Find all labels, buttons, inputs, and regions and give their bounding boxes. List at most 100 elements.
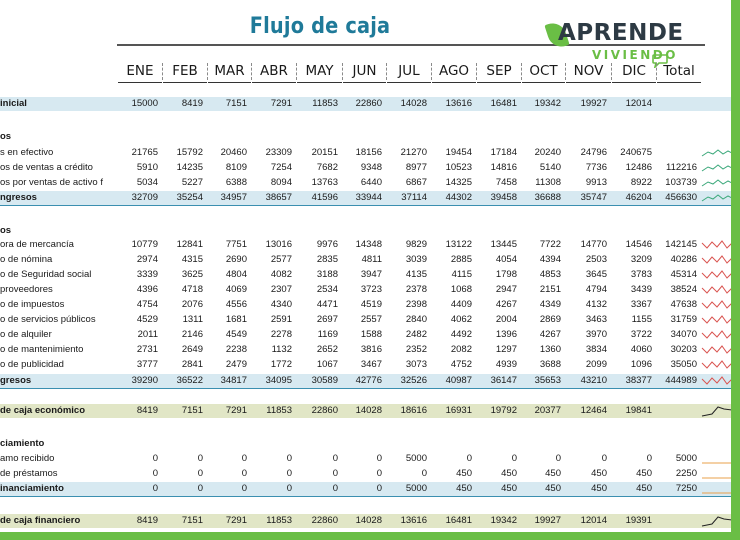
cell-nov[interactable]: 3970 (585, 329, 607, 340)
cell-mar[interactable]: 4804 (225, 269, 247, 280)
cell-jun[interactable]: 18156 (355, 147, 382, 158)
cell-sep[interactable]: 4939 (495, 359, 517, 370)
cell-may[interactable]: 1169 (317, 329, 338, 340)
cell-nov[interactable]: 0 (601, 453, 607, 464)
cell-jul[interactable]: 9829 (405, 239, 427, 250)
cell-sep[interactable]: 4267 (495, 299, 517, 310)
column-header-jul[interactable]: JUL (387, 61, 431, 83)
cell-total[interactable] (657, 404, 697, 418)
cell-total[interactable]: 444989 (665, 375, 697, 386)
cell-jul[interactable]: 8977 (405, 162, 427, 173)
cell-feb[interactable]: 35254 (176, 192, 203, 203)
cell-dic[interactable]: 14546 (625, 239, 652, 250)
cell-total[interactable]: 35050 (670, 359, 697, 370)
column-header-feb[interactable]: FEB (163, 61, 207, 83)
cell-jul[interactable]: 5000 (405, 453, 427, 464)
cell-mar[interactable]: 4556 (225, 299, 247, 310)
cell-ago[interactable]: 1068 (450, 284, 472, 295)
cell-ene[interactable]: 0 (152, 483, 158, 494)
cell-mar[interactable]: 7751 (225, 239, 247, 250)
cell-ene[interactable]: 21765 (131, 147, 158, 158)
cell-jun[interactable]: 0 (376, 483, 382, 494)
cell-sep[interactable]: 4054 (495, 254, 517, 265)
cell-ene[interactable]: 4396 (136, 284, 158, 295)
cell-feb[interactable]: 8419 (181, 98, 203, 109)
cell-dic[interactable]: 19391 (625, 515, 652, 526)
cell-ago[interactable]: 13122 (445, 239, 472, 250)
cell-mar[interactable]: 1681 (225, 314, 247, 325)
cell-nov[interactable]: 9913 (585, 177, 607, 188)
row-activo[interactable]: os por ventas de activo f 5034 5227 6388 809… (0, 176, 731, 190)
cell-abr[interactable]: 38657 (265, 192, 292, 203)
cell-dic[interactable]: 3209 (630, 254, 652, 265)
cell-sep[interactable]: 7458 (495, 177, 517, 188)
cell-abr[interactable]: 34095 (265, 375, 292, 386)
cell-oct[interactable]: 4349 (539, 299, 561, 310)
cell-mar[interactable]: 34957 (220, 192, 247, 203)
cell-feb[interactable]: 36522 (176, 375, 203, 386)
cell-dic[interactable]: 4060 (630, 344, 652, 355)
cell-feb[interactable]: 0 (197, 483, 203, 494)
cell-dic[interactable]: 38377 (625, 375, 652, 386)
cell-ago[interactable]: 4492 (450, 329, 472, 340)
cell-abr[interactable]: 7291 (270, 98, 292, 109)
row-saldo[interactable]: inicial 15000 8419 7151 7291 11853 22860 14028 1… (0, 97, 731, 111)
row-impuestos[interactable]: o de impuestos 4754 2076 4556 4340 4471 4519 23… (0, 298, 731, 312)
cell-oct[interactable]: 2869 (539, 314, 561, 325)
cell-ene[interactable]: 5910 (136, 162, 158, 173)
cell-total[interactable]: 45314 (670, 269, 697, 280)
cell-dic[interactable]: 3439 (630, 284, 652, 295)
cell-ene[interactable]: 10779 (131, 239, 158, 250)
cell-may[interactable]: 9976 (316, 239, 338, 250)
cell-feb[interactable]: 2076 (181, 299, 203, 310)
cell-may[interactable]: 41596 (311, 192, 338, 203)
cell-nov[interactable]: 12464 (580, 405, 607, 416)
cell-may[interactable]: 2534 (316, 284, 338, 295)
cell-jul[interactable]: 2352 (405, 344, 427, 355)
cell-feb[interactable]: 7151 (181, 515, 203, 526)
cell-sep[interactable]: 1297 (495, 344, 517, 355)
cell-jun[interactable]: 9348 (360, 162, 382, 173)
cell-ago[interactable]: 40987 (445, 375, 472, 386)
row-efectivo[interactable]: s en efectivo 21765 15792 20460 23309 20151 18… (0, 146, 731, 160)
row-egresos-header[interactable]: os (0, 224, 731, 238)
cell-dic[interactable]: 19841 (625, 405, 652, 416)
cell-jul[interactable]: 2482 (405, 329, 427, 340)
cell-ene[interactable]: 5034 (136, 177, 158, 188)
cell-sep[interactable]: 17184 (490, 147, 517, 158)
cell-mar[interactable]: 7291 (225, 405, 247, 416)
cell-jun[interactable]: 42776 (355, 375, 382, 386)
cell-jun[interactable]: 2557 (360, 314, 382, 325)
cell-oct[interactable]: 4267 (539, 329, 561, 340)
cell-feb[interactable]: 4315 (181, 254, 203, 265)
cell-abr[interactable]: 0 (286, 453, 292, 464)
cell-oct[interactable]: 7722 (539, 239, 561, 250)
cell-may[interactable]: 0 (332, 453, 338, 464)
cell-feb[interactable]: 7151 (181, 405, 203, 416)
cell-oct[interactable]: 5140 (539, 162, 561, 173)
cell-oct[interactable]: 2151 (539, 284, 561, 295)
cell-dic[interactable]: 1096 (630, 359, 652, 370)
cell-sep[interactable]: 19792 (490, 405, 517, 416)
cell-ene[interactable]: 3339 (136, 269, 158, 280)
cell-ago[interactable]: 2885 (450, 254, 472, 265)
cell-ago[interactable]: 14325 (445, 177, 472, 188)
cell-feb[interactable]: 0 (197, 468, 203, 479)
cell-mar[interactable]: 0 (241, 483, 247, 494)
cell-feb[interactable]: 2146 (181, 329, 203, 340)
cell-nov[interactable]: 2503 (585, 254, 607, 265)
cell-oct[interactable]: 4394 (539, 254, 561, 265)
cell-oct[interactable]: 4853 (539, 269, 561, 280)
cell-abr[interactable]: 0 (286, 468, 292, 479)
cell-mar[interactable]: 4549 (225, 329, 247, 340)
cell-nov[interactable]: 14770 (580, 239, 607, 250)
row-proveedores[interactable]: proveedores 4396 4718 4069 2307 2534 3723 2378 1… (0, 283, 731, 297)
cell-sep[interactable]: 1798 (495, 269, 517, 280)
cell-may[interactable]: 1067 (316, 359, 338, 370)
cell-sep[interactable]: 16481 (490, 98, 517, 109)
cell-jun[interactable]: 4519 (360, 299, 382, 310)
cell-mar[interactable]: 4069 (225, 284, 247, 295)
row-nomina[interactable]: o de nómina 2974 4315 2690 2577 2835 4811 3039 2… (0, 253, 731, 267)
cell-total[interactable] (657, 514, 697, 528)
cell-abr[interactable]: 7254 (270, 162, 292, 173)
